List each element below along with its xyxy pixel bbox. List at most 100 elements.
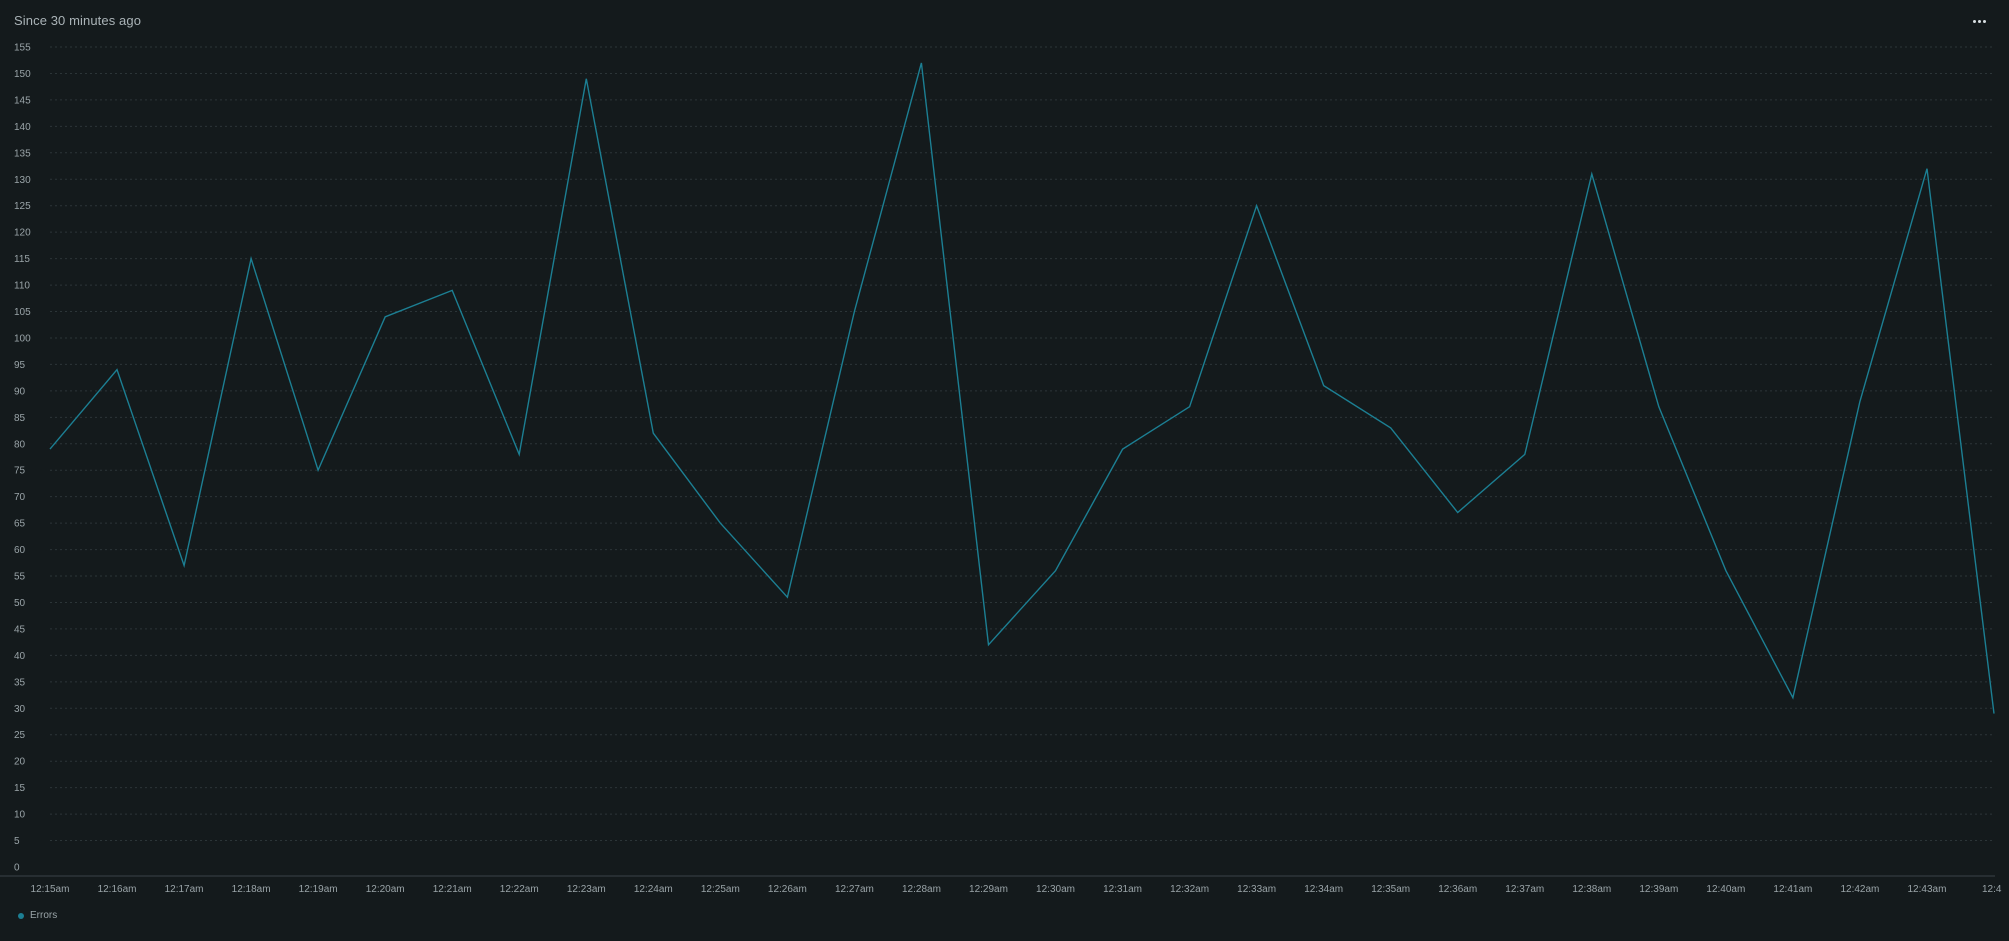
data-point[interactable] [1723,568,1728,573]
x-tick-label: 12:23am [567,884,606,895]
x-tick-label: 12:38am [1572,884,1611,895]
x-tick-label: 12:18am [232,884,271,895]
data-point[interactable] [182,563,187,568]
y-tick-label: 135 [14,148,31,159]
y-tick-label: 50 [14,598,26,609]
y-tick-label: 85 [14,413,26,424]
data-point[interactable] [1522,452,1527,457]
legend-swatch-errors [18,912,24,919]
y-tick-label: 60 [14,545,26,556]
y-tick-label: 30 [14,704,26,715]
data-point[interactable] [249,256,254,261]
data-point[interactable] [1857,399,1862,404]
y-tick-label: 90 [14,386,26,397]
x-tick-label: 12:24am [634,884,673,895]
data-point[interactable] [1254,203,1259,208]
data-point[interactable] [1924,166,1929,171]
x-tick-label: 12:34am [1304,884,1343,895]
more-horizontal-icon-dot [1977,19,1981,23]
y-tick-label: 80 [14,439,26,450]
y-tick-label: 130 [14,175,31,186]
data-point[interactable] [1321,383,1326,388]
more-horizontal-icon [1972,19,1976,23]
x-tick-label: 12:20am [366,884,405,895]
series-line-errors [49,62,1995,714]
x-tick-label: 12:22am [500,884,539,895]
data-point[interactable] [852,309,857,314]
x-tick-label: 12:4 [1982,884,2002,895]
y-tick-label: 95 [14,360,26,371]
legend-label-errors: Errors [30,910,58,921]
x-tick-label: 12:21am [433,884,472,895]
y-tick-label: 120 [14,228,31,239]
x-tick-label: 12:36am [1438,884,1477,895]
data-point[interactable] [718,521,723,526]
y-tick-label: 35 [14,677,26,688]
y-tick-label: 150 [14,69,31,80]
x-tick-label: 12:43am [1908,884,1947,895]
data-point[interactable] [1187,404,1192,409]
x-tick-label: 12:19am [299,884,338,895]
y-tick-label: 100 [14,333,31,344]
data-point[interactable] [517,452,522,457]
y-tick-label: 145 [14,95,31,106]
x-tick-label: 12:27am [835,884,874,895]
x-tick-label: 12:35am [1371,884,1410,895]
y-tick-label: 40 [14,651,26,662]
data-point[interactable] [584,76,589,81]
data-point[interactable] [1455,510,1460,515]
chart-title: Since 30 minutes ago [14,13,142,28]
x-tick-label: 12:41am [1773,884,1812,895]
x-tick-label: 12:42am [1840,884,1879,895]
data-point[interactable] [651,431,656,436]
data-point[interactable] [1589,171,1594,176]
data-point[interactable] [1656,404,1661,409]
data-point[interactable] [1388,425,1393,430]
data-point[interactable] [919,60,924,65]
y-tick-label: 15 [14,783,26,794]
x-tick-label: 12:16am [98,884,137,895]
y-tick-label: 10 [14,810,26,821]
x-tick-label: 12:32am [1170,884,1209,895]
x-tick-label: 12:39am [1639,884,1678,895]
y-tick-label: 105 [14,307,31,318]
x-tick-label: 12:33am [1237,884,1276,895]
y-tick-label: 70 [14,492,26,503]
x-tick-label: 12:26am [768,884,807,895]
data-point[interactable] [1992,711,1997,716]
data-point[interactable] [48,447,53,452]
y-tick-label: 25 [14,730,26,741]
y-tick-label: 5 [14,836,20,847]
y-tick-label: 55 [14,572,26,583]
y-tick-label: 0 [14,863,20,874]
y-tick-label: 125 [14,201,31,212]
more-options-button[interactable] [1967,12,1991,30]
legend: Errors [18,910,57,921]
data-point[interactable] [1053,568,1058,573]
y-axis-ticks: 0 5 10 15 20 25 30 35 40 45 50 55 60 65 70 75 80 85 90 95 10… [14,43,31,874]
data-point[interactable] [115,367,120,372]
x-axis-ticks: 12:15am 12:16am 12:17am 12:18am 12:19am 12:20… [31,884,2002,895]
y-tick-label: 110 [14,281,30,292]
series-layer [48,60,1997,716]
data-point[interactable] [986,642,991,647]
x-tick-label: 12:29am [969,884,1008,895]
x-tick-label: 12:40am [1706,884,1745,895]
x-tick-label: 12:30am [1036,884,1075,895]
data-point[interactable] [1120,447,1125,452]
x-tick-label: 12:28am [902,884,941,895]
data-point[interactable] [450,288,455,293]
data-point[interactable] [316,468,321,473]
data-point[interactable] [383,314,388,319]
x-tick-label: 12:15am [31,884,70,895]
x-tick-label: 12:31am [1103,884,1142,895]
data-point[interactable] [785,595,790,600]
data-point[interactable] [1790,695,1795,700]
y-tick-label: 45 [14,624,26,635]
y-tick-label: 140 [14,122,31,133]
x-tick-label: 12:37am [1505,884,1544,895]
x-tick-label: 12:17am [165,884,204,895]
y-tick-label: 115 [14,254,30,265]
y-tick-label: 65 [14,519,26,530]
